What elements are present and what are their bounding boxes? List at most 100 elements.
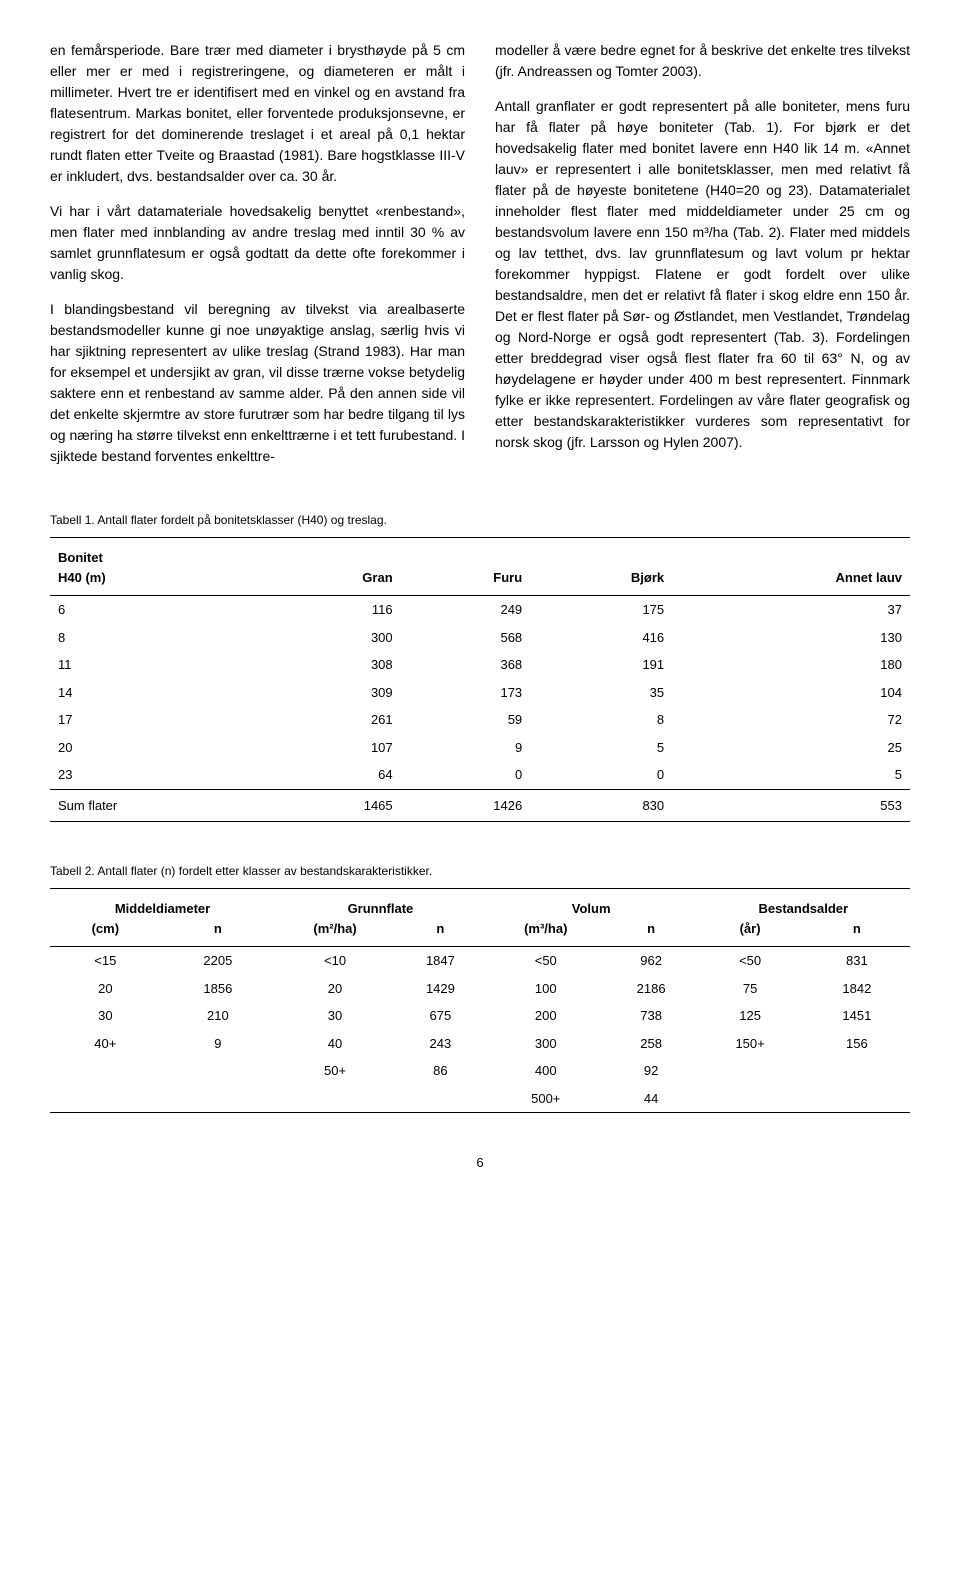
- table2-header-volum: Volum: [486, 889, 697, 919]
- paragraph: Vi har i vårt datamateriale hovedsakelig…: [50, 201, 465, 285]
- table2-header-cm: (cm): [50, 919, 161, 947]
- table-cell: 0: [530, 761, 672, 789]
- table1-header-annet: Annet lauv: [672, 568, 910, 596]
- table-cell: 2205: [161, 947, 275, 975]
- table2-header-n: n: [395, 919, 486, 947]
- table-cell: <15: [50, 947, 161, 975]
- table-cell: 1847: [395, 947, 486, 975]
- table-cell: 0: [401, 761, 531, 789]
- right-column: modeller å være bedre egnet for å beskri…: [495, 40, 910, 481]
- table1-header-bjork: Bjørk: [530, 568, 672, 596]
- table1-sum-annet: 553: [672, 789, 910, 822]
- table-cell: 20: [50, 734, 267, 762]
- table-cell: 300: [486, 1030, 606, 1058]
- table1-sum-bjork: 830: [530, 789, 672, 822]
- table-cell: 40: [275, 1030, 395, 1058]
- table-cell: [50, 1057, 161, 1085]
- table-cell: 2186: [606, 975, 697, 1003]
- table-cell: 86: [395, 1057, 486, 1085]
- table-cell: 150+: [697, 1030, 804, 1058]
- table-cell: 368: [401, 651, 531, 679]
- table-row: 40+940243300258150+156: [50, 1030, 910, 1058]
- table-cell: 100: [486, 975, 606, 1003]
- table-cell: 8: [530, 706, 672, 734]
- table-cell: [161, 1057, 275, 1085]
- table-cell: 11: [50, 651, 267, 679]
- table-cell: 20: [275, 975, 395, 1003]
- table1-header-h40: H40 (m): [50, 568, 267, 596]
- table-cell: 180: [672, 651, 910, 679]
- table-row: 8300568416130: [50, 624, 910, 652]
- table-cell: 831: [804, 947, 910, 975]
- table-cell: 1856: [161, 975, 275, 1003]
- table-row: 11308368191180: [50, 651, 910, 679]
- table1-caption: Tabell 1. Antall flater fordelt på bonit…: [50, 511, 910, 529]
- table-cell: 5: [530, 734, 672, 762]
- table-cell: 64: [267, 761, 401, 789]
- table1-sum-gran: 1465: [267, 789, 401, 822]
- table2: Middeldiameter Grunnflate Volum Bestands…: [50, 888, 910, 1113]
- page-number: 6: [50, 1153, 910, 1173]
- table-cell: 191: [530, 651, 672, 679]
- table-cell: 173: [401, 679, 531, 707]
- table-cell: 5: [672, 761, 910, 789]
- table-cell: 962: [606, 947, 697, 975]
- table-cell: 125: [697, 1002, 804, 1030]
- table-cell: 107: [267, 734, 401, 762]
- table2-header-n: n: [606, 919, 697, 947]
- table-cell: [804, 1085, 910, 1113]
- table-row: 201079525: [50, 734, 910, 762]
- table-cell: 9: [401, 734, 531, 762]
- table-cell: 40+: [50, 1030, 161, 1058]
- table-cell: 1842: [804, 975, 910, 1003]
- table2-header-ar: (år): [697, 919, 804, 947]
- table-cell: 30: [275, 1002, 395, 1030]
- table2-header-grunn: Grunnflate: [275, 889, 486, 919]
- table2-caption: Tabell 2. Antall flater (n) fordelt ette…: [50, 862, 910, 880]
- table-cell: 261: [267, 706, 401, 734]
- table-row: 611624917537: [50, 596, 910, 624]
- table-cell: 75: [697, 975, 804, 1003]
- table-cell: [697, 1085, 804, 1113]
- table-cell: <10: [275, 947, 395, 975]
- table-cell: 738: [606, 1002, 697, 1030]
- table-cell: [50, 1085, 161, 1113]
- table-cell: 243: [395, 1030, 486, 1058]
- table-cell: 130: [672, 624, 910, 652]
- table-cell: 400: [486, 1057, 606, 1085]
- table2-header-n: n: [161, 919, 275, 947]
- table-cell: 200: [486, 1002, 606, 1030]
- table2-header-alder: Bestandsalder: [697, 889, 910, 919]
- table2-header-m2ha: (m²/ha): [275, 919, 395, 947]
- table-cell: 104: [672, 679, 910, 707]
- table-cell: 72: [672, 706, 910, 734]
- table-cell: 37: [672, 596, 910, 624]
- table-cell: [697, 1057, 804, 1085]
- table-row: 2364005: [50, 761, 910, 789]
- table-row: 500+44: [50, 1085, 910, 1113]
- table-row: 1726159872: [50, 706, 910, 734]
- table-cell: 9: [161, 1030, 275, 1058]
- table1-header-bonitet: Bonitet: [50, 538, 267, 568]
- table-cell: <50: [697, 947, 804, 975]
- table-cell: <50: [486, 947, 606, 975]
- paragraph: Antall granflater er godt representert p…: [495, 96, 910, 453]
- table-row: 30210306752007381251451: [50, 1002, 910, 1030]
- table-cell: 300: [267, 624, 401, 652]
- table-cell: 416: [530, 624, 672, 652]
- table-cell: [275, 1085, 395, 1113]
- table-cell: 8: [50, 624, 267, 652]
- table-cell: 675: [395, 1002, 486, 1030]
- table-cell: 308: [267, 651, 401, 679]
- table-cell: 25: [672, 734, 910, 762]
- table-cell: 175: [530, 596, 672, 624]
- table1-sum-furu: 1426: [401, 789, 531, 822]
- table-cell: 44: [606, 1085, 697, 1113]
- table1-header-gran: Gran: [267, 568, 401, 596]
- table-cell: 92: [606, 1057, 697, 1085]
- table-cell: 210: [161, 1002, 275, 1030]
- table-cell: 1451: [804, 1002, 910, 1030]
- table1-header-furu: Furu: [401, 568, 531, 596]
- table-cell: [161, 1085, 275, 1113]
- table-cell: 30: [50, 1002, 161, 1030]
